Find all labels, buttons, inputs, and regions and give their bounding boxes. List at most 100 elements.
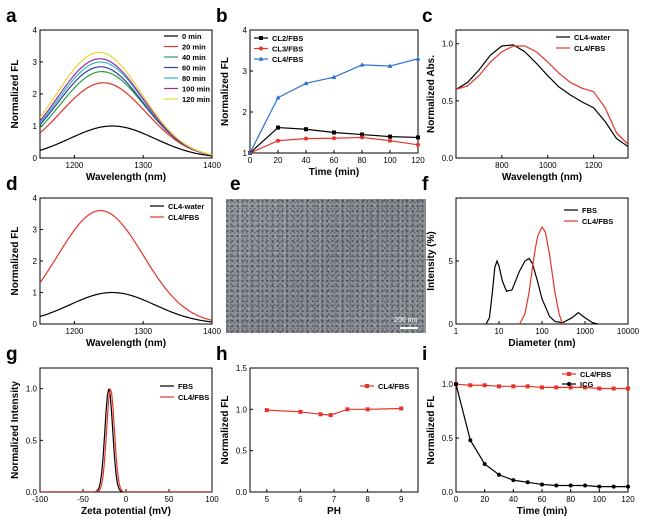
data-point <box>304 136 308 141</box>
y-tick-label: 4 <box>243 26 248 35</box>
y-tick-label: 0.0 <box>26 488 38 497</box>
series-line-icg <box>456 384 628 488</box>
x-tick-label: 6 <box>298 495 303 504</box>
data-point <box>568 385 573 390</box>
x-tick-label: 100 <box>535 327 549 336</box>
data-point <box>304 127 308 132</box>
legend-marker <box>567 372 571 376</box>
legend-label: 100 min <box>182 84 210 93</box>
legend-label: FBS <box>582 206 597 215</box>
x-tick-label: 0 <box>248 156 253 165</box>
y-tick-label: 2 <box>33 90 38 99</box>
series-line-cl4-water <box>40 291 212 323</box>
x-tick-label: 1200 <box>585 161 603 170</box>
data-point <box>360 135 364 140</box>
data-point <box>583 385 587 390</box>
data-point <box>511 384 516 389</box>
series-line-20-min <box>40 82 212 156</box>
legend-label: CL4/FBS <box>168 213 199 222</box>
x-tick-label: 80 <box>358 156 367 165</box>
legend-label: 80 min <box>182 74 206 83</box>
legend-marker <box>567 382 571 386</box>
x-tick-label: 1000 <box>576 327 594 336</box>
data-point <box>568 483 573 488</box>
x-axis-label: Zeta potential (mV) <box>81 506 171 517</box>
x-tick-label: 20 <box>480 495 489 504</box>
series-line-0-min <box>40 125 212 157</box>
data-point <box>399 406 404 411</box>
data-point <box>511 478 516 483</box>
series-line-120-min <box>40 51 212 156</box>
x-tick-label: 1200 <box>66 161 84 170</box>
data-point <box>276 125 280 130</box>
data-point <box>387 63 393 68</box>
panel-letter: b <box>216 6 228 27</box>
data-point <box>298 409 303 414</box>
y-axis-label: Normalized FL <box>220 396 231 465</box>
data-point <box>468 383 473 388</box>
x-tick-label: 120 <box>621 495 635 504</box>
legend-label: CL3/FBS <box>272 44 303 53</box>
legend-label: CL4/FBS <box>582 217 613 226</box>
y-tick-label: 3 <box>33 58 38 67</box>
x-axis-label: PH <box>327 506 341 517</box>
legend-label: ICG <box>580 380 594 389</box>
data-point <box>468 438 473 443</box>
x-tick-label: -50 <box>77 495 89 504</box>
legend: CL4-water CL4/FBS <box>556 33 610 53</box>
y-tick-label: 4 <box>33 26 38 35</box>
y-tick-label: 2 <box>33 257 38 266</box>
legend-label: CL4-water <box>574 33 610 42</box>
y-tick-label: 4 <box>33 194 38 203</box>
data-point <box>318 412 323 417</box>
x-tick-label: 1 <box>454 327 459 336</box>
y-axis-label: Intensity (%) <box>426 231 437 290</box>
x-axis-label: Time (min) <box>309 167 359 178</box>
data-point <box>416 135 420 140</box>
data-point <box>525 384 530 389</box>
legend-label: CL4-water <box>168 202 204 211</box>
data-point <box>482 383 487 388</box>
y-tick-label: 1.0 <box>236 405 248 414</box>
legend-marker <box>259 36 263 40</box>
x-axis-label: Diameter (nm) <box>508 338 575 349</box>
x-tick-label: 1300 <box>134 327 152 336</box>
x-axis-label: Time (min) <box>517 506 567 517</box>
y-tick-label: 0.5 <box>442 97 454 106</box>
y-tick-label: 1.5 <box>236 364 248 373</box>
y-tick-label: 1.0 <box>442 40 454 49</box>
y-tick-label: 1.0 <box>26 385 38 394</box>
x-tick-label: 0 <box>454 495 459 504</box>
x-tick-label: 800 <box>495 161 509 170</box>
data-point <box>264 408 269 413</box>
y-axis-label: Normalized FL <box>426 396 437 465</box>
x-tick-label: 5 <box>265 495 270 504</box>
series-line-cl4-fbs <box>456 45 628 145</box>
y-axis-label: Normalized Abs. <box>426 55 437 133</box>
legend-label: CL4/FBS <box>272 55 303 64</box>
x-tick-label: -100 <box>32 495 49 504</box>
y-tick-label: 5 <box>449 257 454 266</box>
data-point <box>540 482 544 487</box>
data-point <box>497 384 501 389</box>
data-point <box>276 138 280 143</box>
panel-letter: a <box>6 6 17 27</box>
legend-label: 20 min <box>182 42 206 51</box>
legend-label: CL4/FBS <box>378 382 409 391</box>
y-tick-label: 2 <box>243 108 248 117</box>
data-point <box>275 95 281 100</box>
data-point <box>360 132 364 137</box>
tem-image <box>226 199 426 333</box>
x-tick-label: 20 <box>274 156 283 165</box>
data-point <box>388 134 392 139</box>
legend-label: CL2/FBS <box>272 34 303 43</box>
x-tick-label: 1200 <box>66 327 84 336</box>
data-point <box>482 461 487 466</box>
x-tick-label: 40 <box>302 156 311 165</box>
legend-label: 0 min <box>182 32 202 41</box>
x-axis-label: Wavelength (nm) <box>86 338 166 349</box>
